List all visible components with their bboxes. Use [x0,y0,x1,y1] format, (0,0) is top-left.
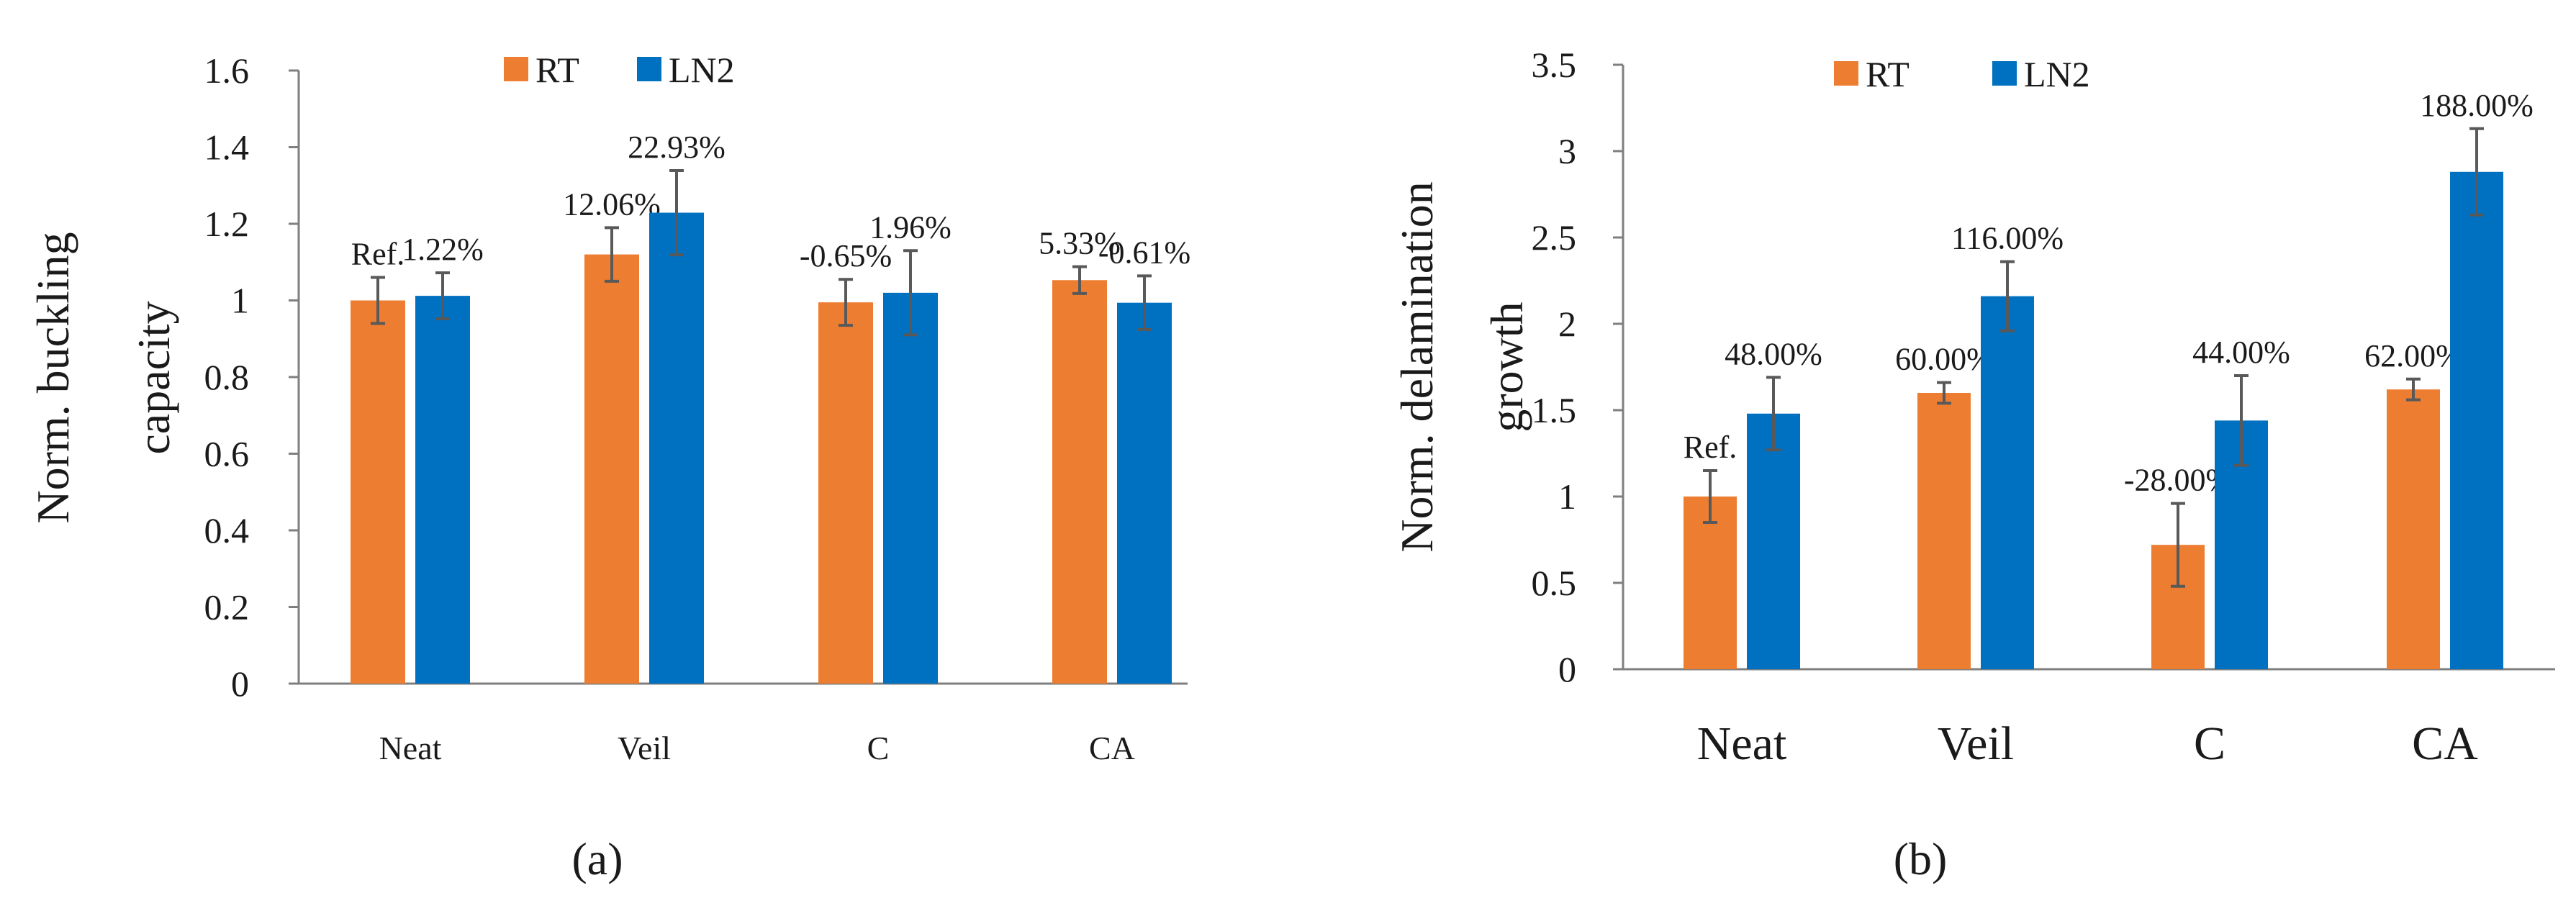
bar-rt-c [818,302,873,684]
data-label: -28.00% [2124,463,2232,498]
y-axis-label-line: growth [1481,302,1532,432]
legend-label: RT [1866,54,1910,94]
y-tick-label: 2 [1558,304,1576,344]
y-tick-label: 1.5 [1532,390,1577,430]
y-axis-label-line: Norm. delamination [1391,181,1442,552]
data-label: 44.00% [2192,335,2290,370]
bar-ln2-veil [649,212,704,684]
y-tick-label: 0.4 [204,510,250,550]
bar-rt-ca [2387,389,2440,669]
bar-rt-veil [1917,393,1971,669]
y-tick-label: 1 [231,281,249,321]
y-tick-label: 3.5 [1532,45,1577,85]
x-category-label: Veil [618,730,671,766]
bar-rt-neat [1684,497,1737,669]
x-category-label: Neat [1697,717,1787,770]
y-tick-label: 0.8 [204,357,250,397]
x-category-label: Veil [1938,717,2014,770]
data-label: 48.00% [1725,336,1822,371]
y-tick-label: 1.6 [204,50,250,91]
data-label: 1.96% [869,209,952,245]
x-category-label: C [867,730,890,766]
y-tick-label: 1 [1558,476,1576,517]
data-label: 60.00% [1895,342,1993,377]
bar-ln2-neat [1747,413,1800,669]
y-tick-label: 1.4 [204,127,250,168]
y-axis-label: Norm. buckling capacity [27,232,179,523]
y-tick-label: 0 [1558,649,1576,689]
bar-ln2-ca [1117,302,1172,684]
y-tick-label: 2.5 [1532,217,1577,258]
data-label: Ref. [1684,430,1737,465]
bar-ln2-ca [2450,171,2503,670]
panel-a-chart: 0 0.2 0.4 0.6 0.8 1 1.2 1.4 1.6 Norm. buckling cap… [27,50,1190,884]
x-category-label: CA [1089,730,1135,766]
y-tick-label: 0.2 [204,587,250,627]
bar-ln2-veil [1981,296,2034,670]
data-label: 188.00% [2420,88,2534,123]
data-label: 22.93% [628,130,726,165]
data-label: 116.00% [1951,221,2064,256]
legend-swatch-ln2 [1992,61,2017,86]
y-tick-label: 0.6 [204,434,250,474]
data-label: -0.65% [800,238,892,273]
bar-ln2-neat [415,296,470,684]
data-label: 12.06% [563,186,661,222]
panel-b-chart: 0 0.5 1 1.5 2 2.5 3 3.5 Norm. delamination growth… [1391,45,2555,884]
y-axis-label-line: Norm. buckling [27,232,78,523]
panel-label: (a) [571,833,623,884]
bar-rt-veil [584,254,639,684]
data-label: Ref. [351,237,405,272]
y-tick-label: 1.2 [204,204,250,244]
legend-label: LN2 [2024,54,2090,94]
panel-label: (b) [1894,833,1948,884]
bar-rt-ca [1052,280,1107,684]
legend-swatch-ln2 [637,57,661,81]
legend-label: LN2 [669,50,735,90]
y-tick-label: 0.5 [1532,563,1577,603]
y-axis-label-line: capacity [128,301,179,454]
y-tick-label: 0 [231,663,249,704]
y-axis-label: Norm. delamination growth [1391,181,1532,552]
x-category-label: CA [2412,717,2478,770]
y-tick-label: 3 [1558,131,1576,171]
data-label: 1.22% [402,232,484,267]
bar-rt-neat [351,300,405,684]
legend-swatch-rt [504,57,528,81]
x-category-label: C [2194,717,2225,770]
legend-label: RT [535,50,579,90]
x-category-label: Neat [379,730,442,766]
data-label: 62.00% [2364,338,2462,373]
bar-ln2-c [883,292,938,684]
legend-swatch-rt [1834,61,1858,86]
data-label: 5.33% [1039,226,1121,261]
data-label: -0.61% [1098,235,1190,270]
